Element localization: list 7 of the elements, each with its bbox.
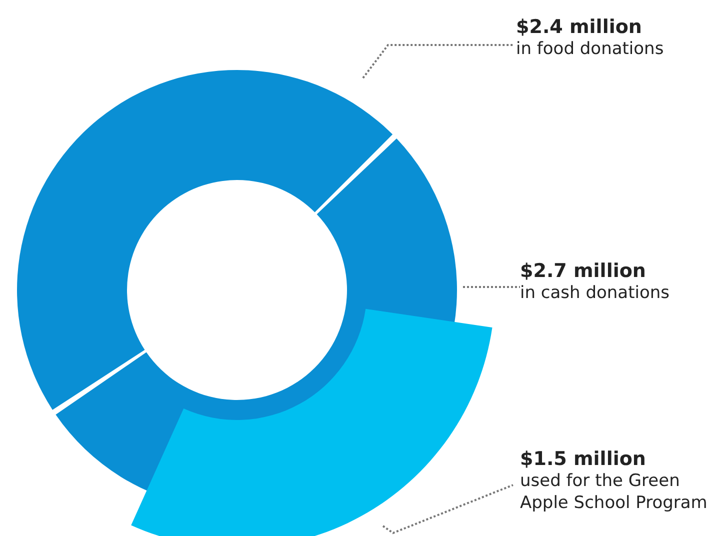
data-label: $1.5 million [520, 448, 647, 470]
donut-slice [17, 70, 393, 410]
data-label: $2.4 million [516, 16, 643, 38]
slice-label: in food donations [516, 38, 665, 60]
slice-label: in cash donations [520, 282, 671, 304]
category-label: used for the Green Apple School Program [520, 470, 708, 514]
data-label: $2.7 million [520, 260, 647, 282]
